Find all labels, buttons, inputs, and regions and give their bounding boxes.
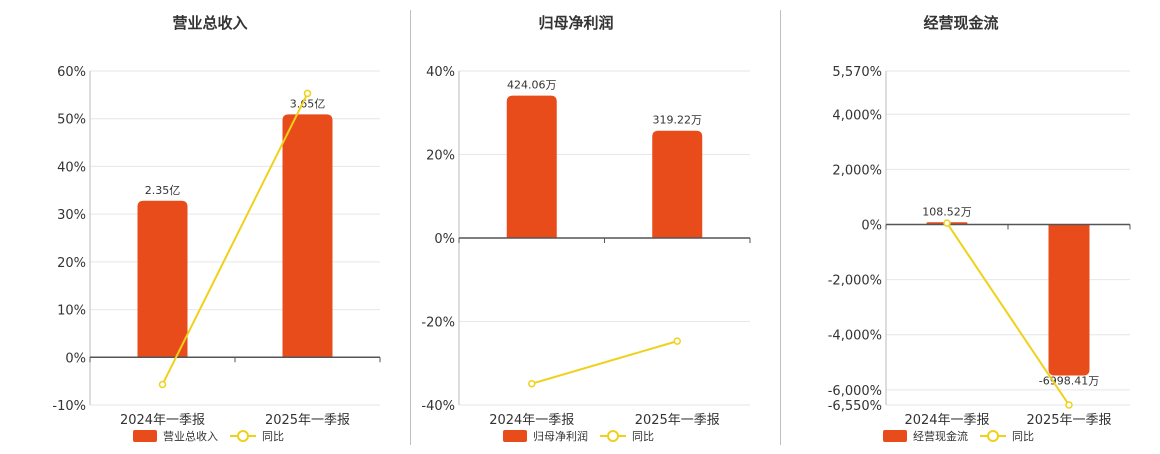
bar-value-label: 319.22万 bbox=[653, 114, 703, 127]
y-tick-label: 5,570% bbox=[832, 65, 882, 80]
legend-bar-label: 归母净利润 bbox=[533, 429, 588, 443]
panel-divider bbox=[410, 10, 411, 445]
y-tick-label: 50% bbox=[57, 113, 86, 128]
net-profit-chart: 归母净利润 -40% -20% 0% 20% 40% 424.06万 319.22万 2024年… bbox=[421, 14, 751, 443]
yoy-point bbox=[303, 89, 312, 98]
bar-value-label: 3.65亿 bbox=[290, 97, 326, 110]
yoy-line bbox=[946, 222, 1070, 406]
x-category-label: 2025年一季报 bbox=[1026, 413, 1111, 428]
bar bbox=[137, 200, 188, 358]
x-category-label: 2024年一季报 bbox=[489, 413, 574, 428]
legend-line-marker bbox=[607, 430, 619, 442]
y-tick-label: 2,000% bbox=[832, 163, 882, 178]
chart-title: 归母净利润 bbox=[538, 14, 613, 32]
legend-line-label: 同比 bbox=[632, 430, 654, 443]
legend-bar-swatch bbox=[503, 430, 527, 442]
x-category-label: 2025年一季报 bbox=[635, 413, 720, 428]
x-category-label: 2024年一季报 bbox=[904, 413, 989, 428]
chart-title: 经营现金流 bbox=[923, 14, 998, 32]
legend-line-marker bbox=[237, 430, 249, 442]
y-tick-label: 30% bbox=[57, 208, 86, 223]
yoy-point bbox=[158, 380, 167, 389]
chart-panel-revenue: 营业总收入 -10% 0% 10% 20% 30% 40% 50% 60% 2.35亿 3.65亿 2… bbox=[0, 0, 405, 450]
yoy-point bbox=[1065, 401, 1073, 409]
bar-value-label: 424.06万 bbox=[507, 79, 557, 92]
yoy-point bbox=[528, 379, 536, 388]
bar-value-label: 108.52万 bbox=[922, 205, 972, 218]
y-tick-label: -10% bbox=[52, 399, 86, 414]
legend-bar-label: 经营现金流 bbox=[913, 429, 968, 443]
bar-value-label: -6998.41万 bbox=[1039, 375, 1099, 388]
yoy-point bbox=[943, 219, 951, 227]
y-tick-label: 40% bbox=[426, 65, 455, 80]
x-category-label: 2025年一季报 bbox=[265, 413, 350, 428]
y-tick-label: -20% bbox=[421, 316, 455, 331]
bar-value-label: 2.35亿 bbox=[145, 184, 181, 197]
legend-bar-swatch bbox=[883, 430, 907, 442]
y-tick-label: 4,000% bbox=[832, 108, 882, 123]
yoy-point bbox=[673, 337, 681, 345]
y-tick-label: -4,000% bbox=[828, 329, 882, 344]
x-category-label: 2024年一季报 bbox=[120, 413, 205, 428]
y-tick-label: 60% bbox=[57, 65, 86, 80]
legend-bar-swatch bbox=[133, 430, 157, 442]
y-tick-label: -40% bbox=[421, 399, 455, 414]
y-tick-label: -2,000% bbox=[828, 274, 882, 289]
bar bbox=[652, 130, 703, 238]
y-tick-label: 0% bbox=[861, 218, 882, 233]
legend-line-label: 同比 bbox=[262, 430, 284, 443]
y-tick-label: 0% bbox=[434, 232, 455, 247]
chart-title: 营业总收入 bbox=[172, 14, 247, 32]
legend-line-label: 同比 bbox=[1012, 430, 1034, 443]
y-tick-label: -6,550% bbox=[828, 399, 882, 414]
y-tick-label: -6,000% bbox=[828, 384, 882, 399]
legend-line-marker bbox=[987, 430, 999, 442]
y-tick-label: 20% bbox=[426, 149, 455, 164]
panel-divider bbox=[780, 10, 781, 445]
chart-panel-cash-flow: 经营现金流 -6,550% -6,000% -4,000% -2,000% 0% 2,000… bbox=[781, 0, 1160, 450]
chart-panel-net-profit: 归母净利润 -40% -20% 0% 20% 40% 424.06万 319.22万 2024年… bbox=[411, 0, 780, 450]
yoy-line bbox=[531, 340, 678, 385]
revenue-chart: 营业总收入 -10% 0% 10% 20% 30% 40% 50% 60% 2.35亿 3.65亿 2… bbox=[52, 14, 381, 443]
y-tick-label: 0% bbox=[65, 351, 86, 366]
cash-flow-chart: 经营现金流 -6,550%-6,000% -4,000% -2,000% 0% 2,000… bbox=[828, 14, 1131, 443]
bar bbox=[282, 114, 333, 358]
y-tick-label: 40% bbox=[57, 160, 86, 175]
yoy-line bbox=[161, 92, 309, 385]
bar bbox=[1048, 224, 1090, 376]
bar bbox=[506, 95, 557, 238]
legend-bar-label: 营业总收入 bbox=[163, 429, 218, 443]
y-tick-label: 10% bbox=[57, 304, 86, 319]
y-tick-label: 20% bbox=[57, 256, 86, 271]
